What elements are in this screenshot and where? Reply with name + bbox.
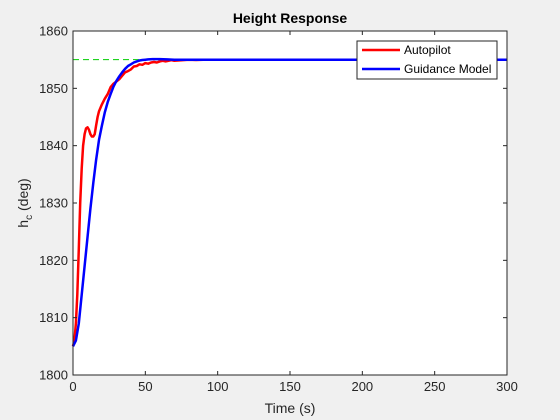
x-axis-label: Time (s) <box>265 400 316 416</box>
x-tick-label: 150 <box>279 379 301 394</box>
x-tick-label: 50 <box>138 379 152 394</box>
y-tick-label: 1800 <box>39 368 68 383</box>
legend: Autopilot Guidance Model <box>356 40 498 80</box>
legend-box <box>356 40 498 80</box>
y-tick-label: 1830 <box>39 196 68 211</box>
series-layer <box>71 57 507 347</box>
y-axis-label: hc (deg) <box>15 178 35 227</box>
chart-title: Height Response <box>233 10 348 26</box>
x-tick-label: 300 <box>496 379 518 394</box>
y-tick-label: 1840 <box>39 138 68 153</box>
plot-area <box>73 31 507 375</box>
x-tick-label: 100 <box>207 379 229 394</box>
x-tick-label: 0 <box>69 379 76 394</box>
y-tick-label: 1860 <box>39 24 68 39</box>
tick-layer: 0 50 100 150 200 250 300 1800 1810 1820 1830 1840 18… <box>39 24 518 395</box>
y-axis-label-main: h <box>15 220 31 228</box>
legend-label-guidance-model: Guidance Model <box>404 62 491 76</box>
legend-label-autopilot: Autopilot <box>404 43 451 57</box>
y-axis-label-unit: (deg) <box>15 178 31 215</box>
x-tick-label: 200 <box>351 379 373 394</box>
y-tick-label: 1810 <box>39 310 68 325</box>
y-tick-label: 1820 <box>39 253 68 268</box>
series-line-guidance-model <box>71 57 507 347</box>
y-axis-label-subscript: c <box>24 215 35 220</box>
y-tick-label: 1850 <box>39 81 68 96</box>
x-tick-label: 250 <box>424 379 446 394</box>
